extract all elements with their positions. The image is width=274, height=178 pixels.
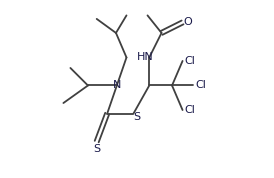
Text: Cl: Cl <box>184 105 195 115</box>
Text: S: S <box>93 145 100 155</box>
Text: O: O <box>184 17 193 27</box>
Text: Cl: Cl <box>184 56 195 66</box>
Text: HN: HN <box>136 53 153 62</box>
Text: S: S <box>133 112 140 122</box>
Text: Cl: Cl <box>195 80 206 90</box>
Text: N: N <box>113 80 121 90</box>
